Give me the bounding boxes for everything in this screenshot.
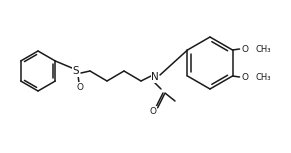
Text: O: O xyxy=(241,45,248,54)
Text: O: O xyxy=(241,73,248,82)
Text: S: S xyxy=(73,66,79,76)
Text: N: N xyxy=(151,72,159,82)
Text: O: O xyxy=(150,106,157,116)
Text: CH₃: CH₃ xyxy=(255,45,271,54)
Text: CH₃: CH₃ xyxy=(255,73,271,82)
Text: O: O xyxy=(77,82,84,91)
